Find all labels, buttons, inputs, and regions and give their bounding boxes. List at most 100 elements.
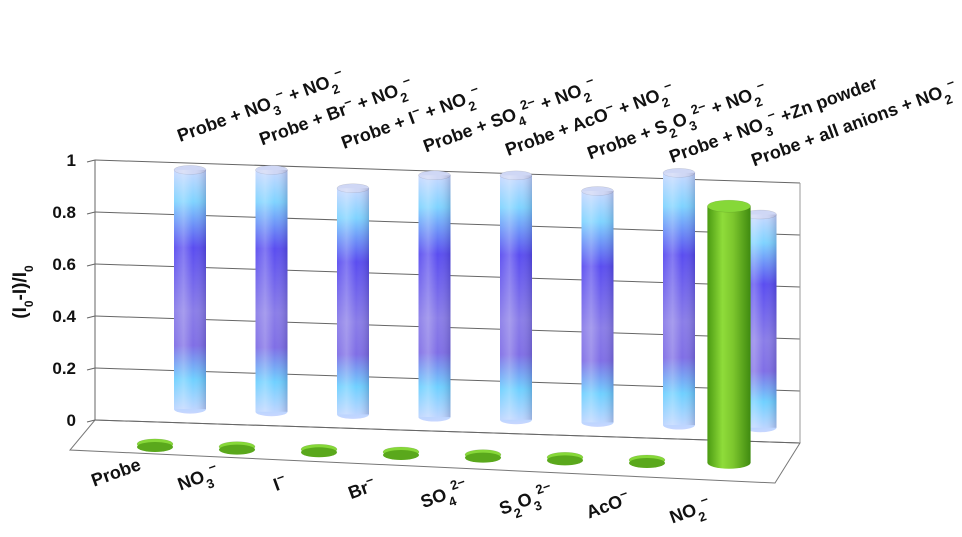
- category-label: Probe: [89, 454, 144, 490]
- back-label-sub: 2: [667, 124, 679, 141]
- back-bar-sheen: [255, 169, 288, 412]
- category-label-sub: 2: [696, 508, 708, 525]
- back-label-sup: −: [583, 72, 596, 89]
- category-label-base: I: [271, 474, 283, 495]
- category-label-sup: −: [698, 491, 711, 508]
- category-label-sup: 2−: [448, 473, 467, 492]
- back-bar: [336, 183, 370, 419]
- category-labels: Probe NO3−I−Br−SO42−S2O32−AcO−NO2−: [89, 454, 716, 534]
- y-tick-label: 0.2: [52, 359, 76, 378]
- front-bar-disc-shadow: [137, 441, 173, 452]
- front-bar-body: [707, 206, 751, 469]
- back-label-text: + NO: [418, 89, 469, 124]
- back-label-sup: −: [944, 74, 957, 91]
- category-label-sup: 2−: [533, 478, 552, 497]
- front-bar: [300, 444, 338, 458]
- y-tick-label: 0.8: [52, 203, 76, 222]
- back-label-sub: 2: [582, 89, 594, 106]
- back-label-sub: 3: [687, 117, 699, 134]
- category-label-mid: O: [515, 489, 535, 513]
- category-label: I−: [269, 468, 289, 495]
- category-label: Br−: [344, 471, 378, 503]
- category-label-base: NO: [175, 466, 207, 494]
- back-bar: [418, 170, 451, 422]
- gridline-left-stub: [86, 211, 96, 215]
- back-label-sup: −: [468, 80, 481, 97]
- category-label-base: SO: [418, 484, 449, 512]
- back-bar-sheen: [418, 175, 451, 418]
- back-label-sub: 2: [466, 97, 478, 114]
- back-bar-sheen: [337, 188, 369, 415]
- back-label-sub: 2: [398, 89, 410, 106]
- back-bar-sheen: [581, 190, 614, 423]
- category-label-base: NO: [667, 499, 699, 527]
- y-title-part: -I)/I: [10, 272, 31, 301]
- back-label-text: + NO: [611, 85, 662, 120]
- back-label-sup: −: [400, 72, 413, 89]
- back-label-sup: −: [331, 63, 344, 80]
- gridline: [94, 419, 801, 444]
- back-label-sub: 2: [752, 93, 764, 110]
- y-title-sub: 0: [22, 300, 36, 307]
- back-label-sub: 3: [271, 102, 283, 119]
- front-bar: [382, 446, 420, 460]
- back-label-text: + NO: [281, 72, 332, 107]
- back-label-text: + NO: [704, 85, 755, 120]
- category-label-sup: −: [206, 458, 219, 475]
- front-bar-disc-shadow: [301, 447, 337, 458]
- front-bar-disc-shadow: [629, 458, 665, 469]
- category-label-base: AcO: [584, 491, 626, 522]
- y-tick-label: 0.4: [52, 307, 76, 326]
- front-bar-disc-shadow: [383, 449, 419, 460]
- front-bar: [628, 454, 666, 469]
- back-label-sub: 3: [763, 123, 775, 140]
- front-bar: [707, 199, 751, 469]
- category-label: NO3−: [174, 458, 224, 501]
- front-bar: [218, 441, 256, 455]
- y-tick-label: 0: [67, 411, 76, 430]
- category-label: SO42−: [417, 473, 473, 518]
- y-tick-label: 1: [67, 151, 76, 170]
- back-label-sub: 4: [516, 112, 529, 129]
- back-series-bars: [173, 165, 777, 433]
- back-bar-sheen: [663, 172, 695, 426]
- back-label-text: Probe + I: [339, 108, 418, 153]
- front-bar: [464, 449, 502, 463]
- back-bar: [499, 170, 533, 425]
- back-label-sub: 2: [330, 80, 342, 97]
- y-axis-title: (I0-I)/I0: [10, 265, 36, 319]
- category-label-sub: 3: [204, 475, 216, 492]
- front-series-bars: [136, 199, 751, 469]
- back-label-sub: 2: [942, 91, 954, 108]
- back-label-sub: 2: [660, 94, 672, 111]
- gridline-left-stub: [86, 419, 96, 423]
- back-label-sup: −: [754, 76, 767, 93]
- back-label-sup: 2−: [518, 93, 537, 112]
- category-label-sub: 4: [446, 492, 459, 509]
- front-bar: [136, 438, 174, 452]
- back-bar-sheen: [174, 169, 206, 410]
- gridline-left-stub: [86, 159, 96, 163]
- category-label: NO2−: [666, 491, 716, 534]
- label-layer: 00.20.40.60.81(I0-I)/I0: [10, 151, 77, 430]
- back-label-sup: −: [661, 77, 674, 94]
- back-bar: [581, 186, 614, 427]
- back-label-sup: 2−: [689, 98, 708, 117]
- back-series-labels: Probe + NO3− + NO2−Probe + Br− + NO2−Pro…: [175, 63, 957, 170]
- back-bar: [173, 165, 207, 414]
- front-bar-disc-shadow: [219, 444, 255, 455]
- back-bar-sheen: [500, 175, 532, 420]
- category-label-sub: 3: [532, 497, 544, 514]
- front-bar-disc-shadow: [465, 452, 501, 463]
- category-label: S2O32−: [495, 478, 558, 525]
- y-title-sub: 0: [22, 265, 36, 272]
- front-bar: [546, 452, 584, 466]
- back-bar: [662, 168, 696, 430]
- back-label-text: + NO: [350, 80, 401, 115]
- y-title-part: (I: [10, 307, 31, 319]
- category-label: AcO−: [582, 485, 632, 522]
- category-label-base: Probe: [89, 454, 144, 490]
- front-bar-disc-shadow: [547, 455, 583, 466]
- gridline-left-stub: [86, 367, 96, 371]
